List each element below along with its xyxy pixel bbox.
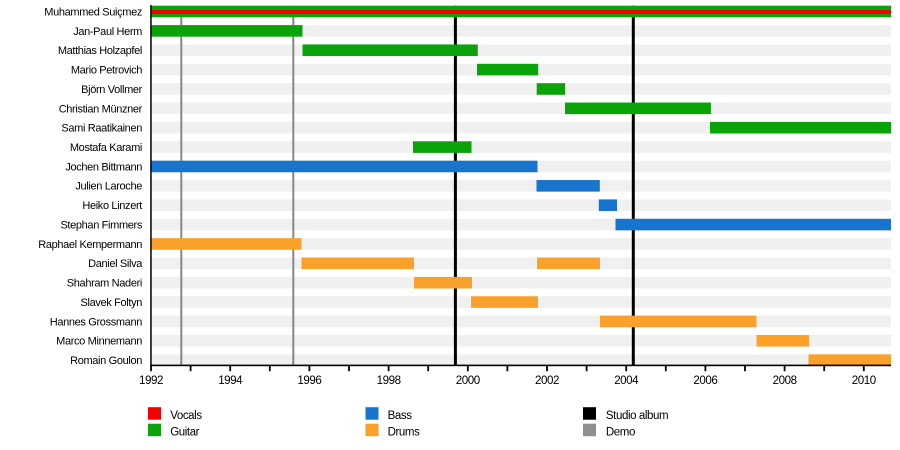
svg-text:Jochen Bittmann: Jochen Bittmann [65,161,142,173]
svg-text:Guitar: Guitar [170,427,199,439]
svg-text:Demo: Demo [606,427,635,439]
svg-text:Christian Münzner: Christian Münzner [59,103,143,115]
svg-text:2004: 2004 [614,374,639,387]
svg-text:Heiko Linzert: Heiko Linzert [82,200,142,212]
svg-text:Vocals: Vocals [170,410,202,422]
svg-text:2008: 2008 [773,374,797,387]
svg-text:2000: 2000 [456,374,480,387]
svg-text:1998: 1998 [377,374,401,387]
svg-text:Marco Minnemann: Marco Minnemann [56,336,142,348]
svg-text:Bass: Bass [388,410,413,422]
svg-text:Shahram Naderi: Shahram Naderi [67,278,142,290]
svg-text:1996: 1996 [297,374,321,387]
svg-text:Drums: Drums [388,427,421,439]
svg-text:1994: 1994 [218,374,243,387]
svg-text:1992: 1992 [139,374,163,387]
svg-text:Muhammed Suiçmez: Muhammed Suiçmez [44,6,142,18]
svg-text:Stephan Fimmers: Stephan Fimmers [60,219,142,231]
svg-text:Mostafa Karami: Mostafa Karami [70,142,142,154]
svg-text:Daniel Silva: Daniel Silva [88,258,143,270]
svg-text:Studio album: Studio album [606,410,668,422]
svg-text:Julien Laroche: Julien Laroche [75,181,142,193]
svg-text:Matthias Holzapfel: Matthias Holzapfel [58,45,142,57]
svg-text:2010: 2010 [852,374,876,387]
svg-text:Slavek Foltyn: Slavek Foltyn [81,297,143,309]
svg-text:Mario Petrovich: Mario Petrovich [71,65,142,77]
svg-text:2006: 2006 [693,374,717,387]
svg-text:Hannes Grossmann: Hannes Grossmann [50,316,142,328]
svg-text:Jan-Paul Herm: Jan-Paul Herm [73,26,142,38]
svg-text:Raphael Kempermann: Raphael Kempermann [38,239,142,251]
svg-text:Björn Vollmer: Björn Vollmer [81,84,143,96]
svg-text:Romain Goulon: Romain Goulon [70,355,142,367]
svg-text:2002: 2002 [535,374,559,387]
svg-text:Sami Raatikainen: Sami Raatikainen [61,123,142,135]
